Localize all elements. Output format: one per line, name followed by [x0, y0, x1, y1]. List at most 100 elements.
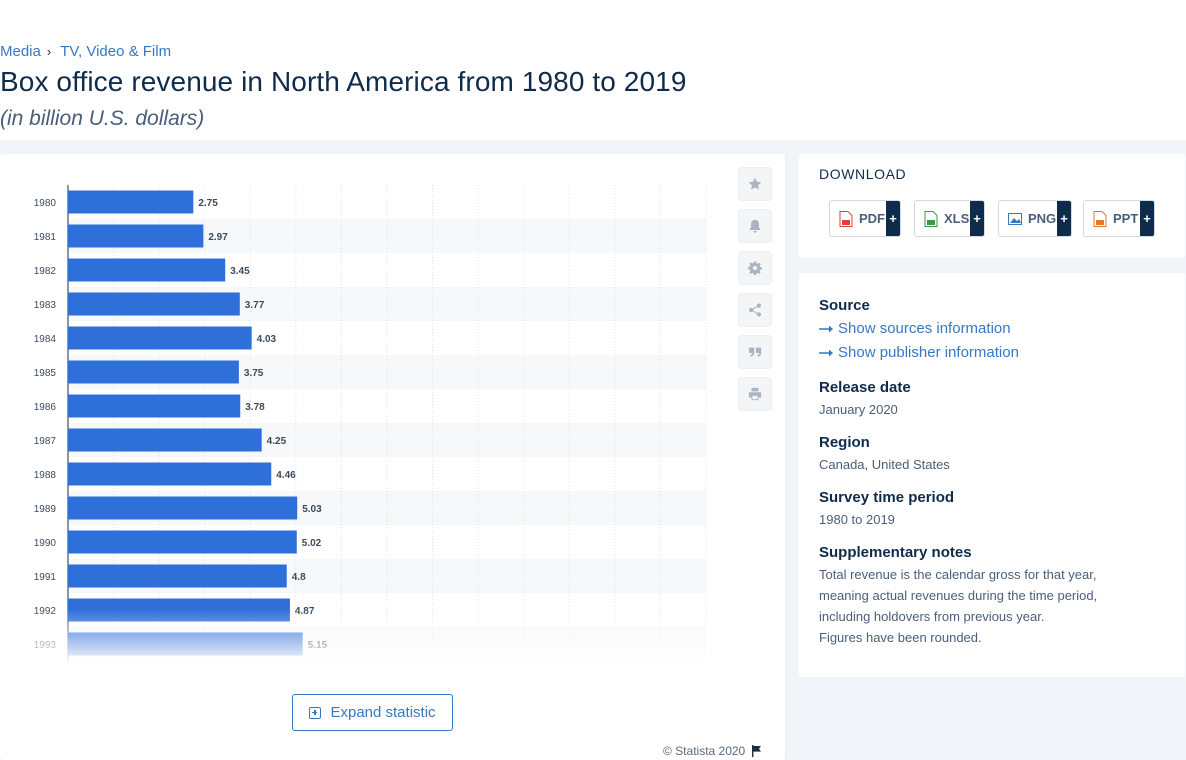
bar-partial-hidden — [68, 667, 310, 684]
tick-label-1985: 1985 — [34, 368, 57, 379]
page-title: Box office revenue in North America from… — [0, 66, 687, 97]
breadcrumb-separator: › — [46, 44, 52, 59]
tick-label-1983: 1983 — [34, 300, 57, 311]
bar-1987[interactable] — [68, 428, 262, 452]
info-card: Source Show sources information Show pub… — [799, 273, 1185, 677]
tick-label-1990: 1990 — [34, 538, 57, 549]
bar-1985[interactable] — [68, 360, 239, 384]
chart-tools — [738, 167, 772, 419]
bar-1991[interactable] — [68, 564, 287, 588]
page-subtitle: (in billion U.S. dollars) — [0, 107, 205, 130]
bar-1993[interactable] — [68, 632, 303, 656]
notification-button[interactable] — [738, 209, 772, 243]
tick-label-1992: 1992 — [34, 606, 57, 617]
release-date-heading: Release date — [819, 379, 911, 396]
supplementary-notes-value: Total revenue is the calendar gross for … — [819, 567, 1098, 624]
download-xls-button[interactable]: XLS + — [914, 200, 985, 237]
show-sources-link[interactable]: Show sources information — [819, 320, 1011, 337]
show-sources-label: Show sources information — [838, 320, 1011, 337]
data-label-1980: 2.75 — [198, 198, 218, 209]
tick-label-1984: 1984 — [34, 334, 57, 345]
tick-label-1986: 1986 — [34, 402, 57, 413]
arrow-right-icon — [819, 325, 833, 332]
source-heading: Source — [819, 297, 870, 314]
copyright: © Statista 2020 — [663, 744, 762, 758]
png-file-icon — [1008, 211, 1022, 227]
data-label-1984: 4.03 — [257, 334, 277, 345]
flag-icon[interactable] — [751, 745, 762, 757]
copyright-text: © Statista 2020 — [663, 744, 746, 758]
download-pdf-button[interactable]: PDF + — [829, 200, 901, 237]
favorite-button[interactable] — [738, 167, 772, 201]
expand-icon — [309, 706, 322, 719]
download-pdf-plus: + — [886, 201, 900, 236]
gear-icon — [748, 261, 762, 275]
data-label-1985: 3.75 — [244, 368, 264, 379]
print-icon — [748, 387, 762, 401]
download-ppt-button[interactable]: PPT + — [1083, 200, 1155, 237]
download-title: DOWNLOAD — [819, 166, 907, 182]
region-value: Canada, United States — [819, 457, 950, 472]
download-ppt-label: PPT — [1113, 211, 1139, 226]
download-card: DOWNLOAD PDF + XLS + PNG + PPT + — [799, 154, 1185, 258]
data-label-1986: 3.78 — [245, 402, 265, 413]
download-png-plus: + — [1057, 201, 1071, 236]
tick-label-1981: 1981 — [34, 232, 57, 243]
arrow-right-icon — [819, 349, 833, 356]
cite-button[interactable] — [738, 335, 772, 369]
download-pdf-label: PDF — [859, 211, 885, 226]
bar-1986[interactable] — [68, 394, 241, 418]
share-button[interactable] — [738, 293, 772, 327]
bar-1988[interactable] — [68, 462, 272, 486]
survey-period-value: 1980 to 2019 — [819, 512, 895, 527]
bar-1990[interactable] — [68, 530, 297, 554]
data-label-1993: 5.15 — [308, 640, 328, 651]
tick-label-1982: 1982 — [34, 266, 57, 277]
xls-file-icon — [924, 210, 938, 227]
data-label-1990: 5.02 — [302, 538, 322, 549]
data-label-1988: 4.46 — [276, 470, 296, 481]
bar-1989[interactable] — [68, 496, 298, 520]
breadcrumb-media[interactable]: Media — [0, 43, 41, 60]
star-icon — [748, 177, 762, 190]
bar-1984[interactable] — [68, 326, 252, 350]
tick-label-1989: 1989 — [34, 504, 57, 515]
breadcrumb-tv-video-film[interactable]: TV, Video & Film — [60, 43, 172, 60]
pdf-file-icon — [839, 210, 853, 227]
data-label-1989: 5.03 — [302, 504, 322, 515]
bar-1980[interactable] — [68, 190, 194, 214]
bar-chart: 2.75 1980 2.97 1981 3.45 1982 3.77 1983 4.03 1984… — [34, 185, 707, 684]
data-label-1982: 3.45 — [230, 266, 250, 277]
supplementary-notes-value-2: Figures have been rounded. — [819, 630, 982, 645]
breadcrumb: Media › TV, Video & Film — [0, 43, 171, 60]
download-png-label: PNG — [1028, 211, 1057, 226]
bar-1992[interactable] — [68, 598, 290, 622]
download-ppt-plus: + — [1140, 201, 1154, 236]
supplementary-notes-heading: Supplementary notes — [819, 544, 972, 561]
print-button[interactable] — [738, 377, 772, 411]
data-label-1992: 4.87 — [295, 606, 315, 617]
release-date-value: January 2020 — [819, 402, 898, 417]
bar-1983[interactable] — [68, 292, 240, 316]
data-label-1987: 4.25 — [267, 436, 287, 447]
data-label-1983: 3.77 — [245, 300, 265, 311]
show-publisher-label: Show publisher information — [838, 344, 1019, 361]
quote-icon — [748, 347, 762, 357]
tick-label-1988: 1988 — [34, 470, 57, 481]
share-icon — [748, 303, 762, 317]
expand-label: Expand statistic — [330, 704, 436, 721]
chart-card: 2.75 1980 2.97 1981 3.45 1982 3.77 1983 4.03 1984… — [0, 154, 785, 760]
settings-button[interactable] — [738, 251, 772, 285]
region-heading: Region — [819, 434, 870, 451]
bar-1982[interactable] — [68, 258, 226, 282]
data-label-1991: 4.8 — [292, 572, 306, 583]
show-publisher-link[interactable]: Show publisher information — [819, 344, 1019, 361]
header-background — [0, 0, 1186, 140]
tick-label-1993: 1993 — [34, 640, 57, 651]
tick-label-1991: 1991 — [34, 572, 57, 583]
tick-label-1987: 1987 — [34, 436, 57, 447]
survey-period-heading: Survey time period — [819, 489, 955, 506]
bar-1981[interactable] — [68, 224, 204, 248]
download-png-button[interactable]: PNG + — [998, 200, 1072, 237]
expand-statistic-button[interactable]: Expand statistic — [292, 694, 453, 731]
